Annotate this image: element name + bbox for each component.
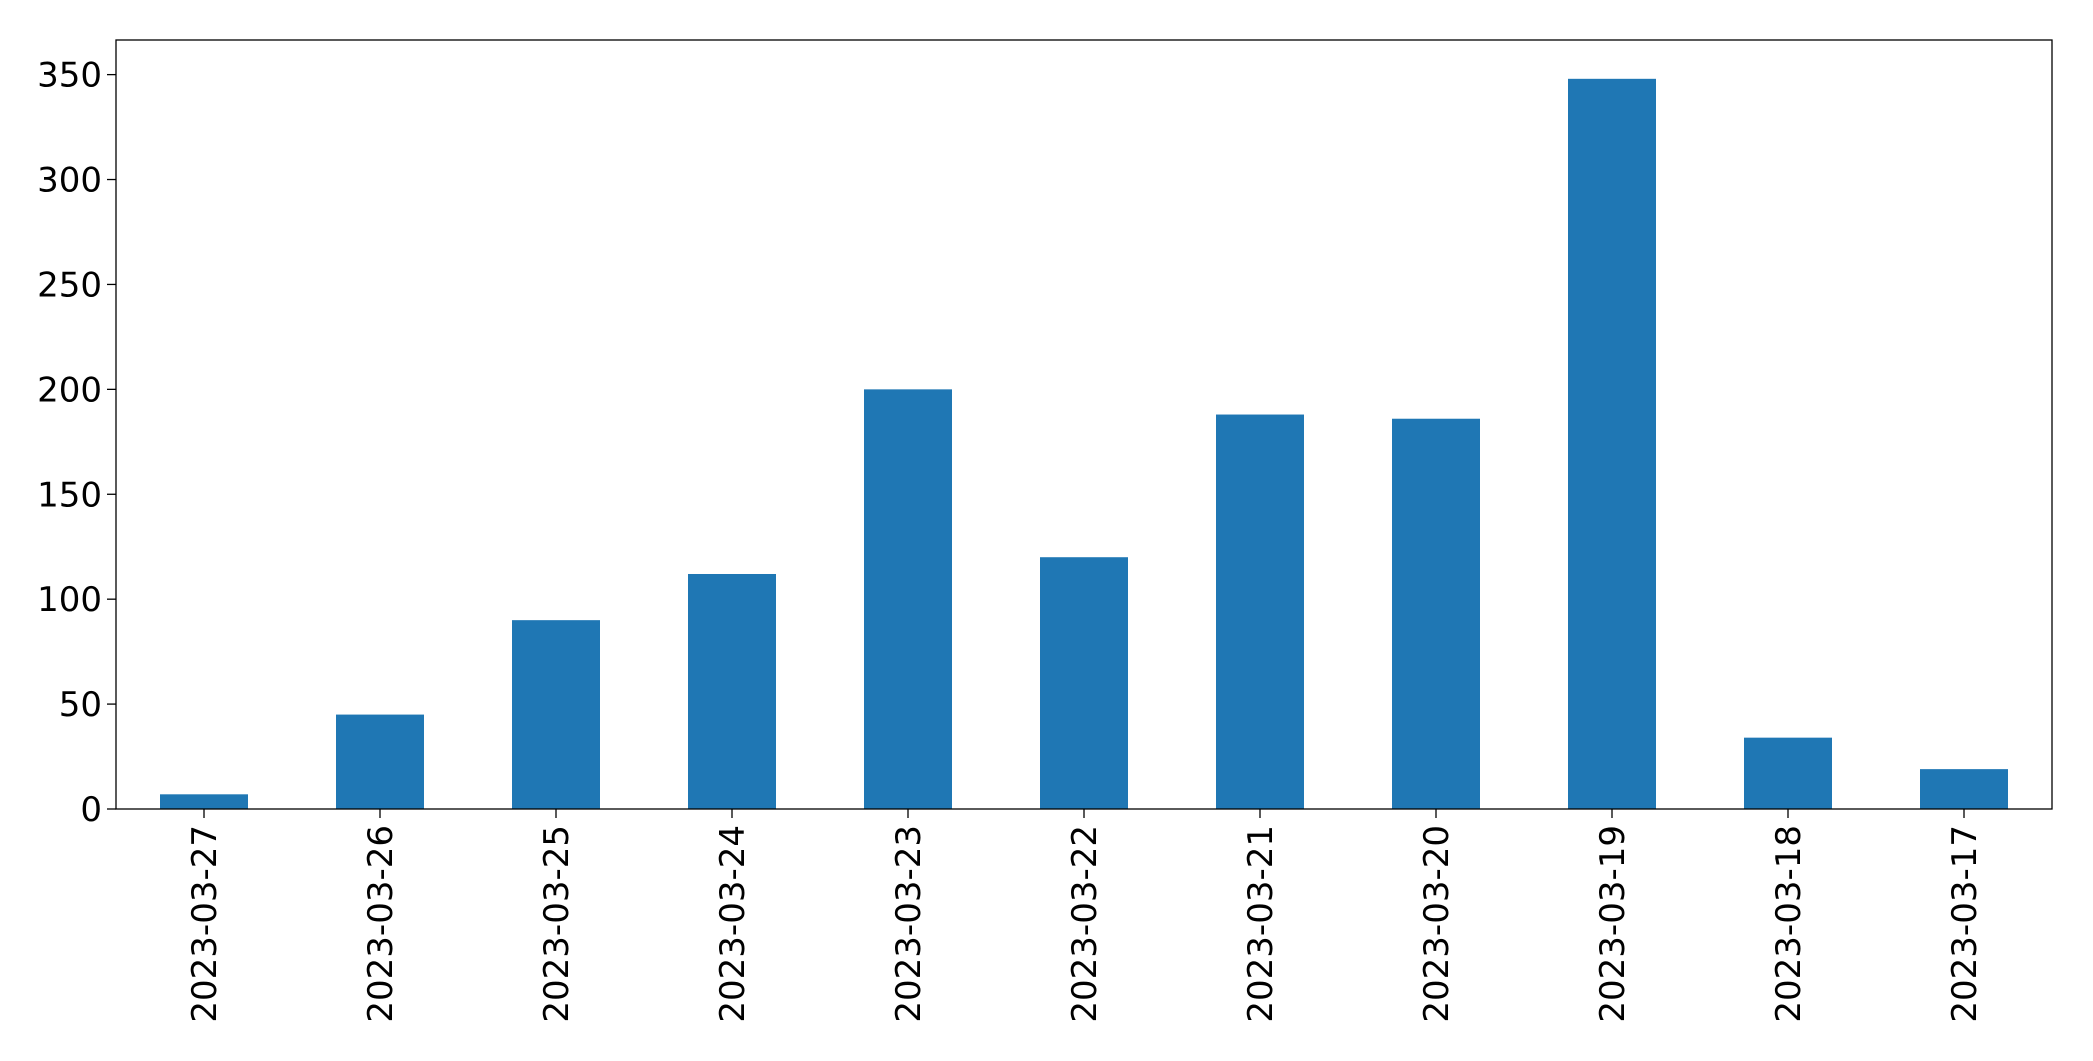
y-tick-label: 300 <box>37 161 102 201</box>
x-tick-label: 2023-03-20 <box>1417 825 1457 1023</box>
bar <box>1744 737 1832 809</box>
x-tick-label: 2023-03-21 <box>1241 825 1281 1023</box>
bar <box>1568 78 1656 809</box>
x-tick-label: 2023-03-19 <box>1593 825 1633 1023</box>
x-tick-label: 2023-03-23 <box>889 825 929 1023</box>
bar <box>512 620 600 809</box>
plot-frame <box>115 39 2053 810</box>
y-tick-label: 350 <box>37 56 102 96</box>
y-tick-label: 250 <box>37 265 102 305</box>
y-tick-label: 100 <box>37 580 102 620</box>
x-tick-label: 2023-03-27 <box>185 825 225 1023</box>
x-tick-label: 2023-03-22 <box>1065 825 1105 1023</box>
x-tick-label: 2023-03-26 <box>361 825 401 1023</box>
x-tick-label: 2023-03-24 <box>713 825 753 1023</box>
bar <box>864 389 952 809</box>
bar <box>688 573 776 809</box>
x-tick-label: 2023-03-25 <box>537 825 577 1023</box>
x-tick-label: 2023-03-17 <box>1945 825 1985 1023</box>
bar <box>1920 769 2008 809</box>
y-tick-label: 50 <box>59 685 102 725</box>
y-tick-label: 200 <box>37 370 102 410</box>
y-tick-label: 0 <box>80 790 102 830</box>
bar <box>1392 418 1480 809</box>
x-tick-label: 2023-03-18 <box>1769 825 1809 1023</box>
y-tick-label: 150 <box>37 475 102 515</box>
bar <box>1040 557 1128 809</box>
bar <box>1216 414 1304 809</box>
bar <box>336 714 424 809</box>
bar <box>160 794 248 809</box>
